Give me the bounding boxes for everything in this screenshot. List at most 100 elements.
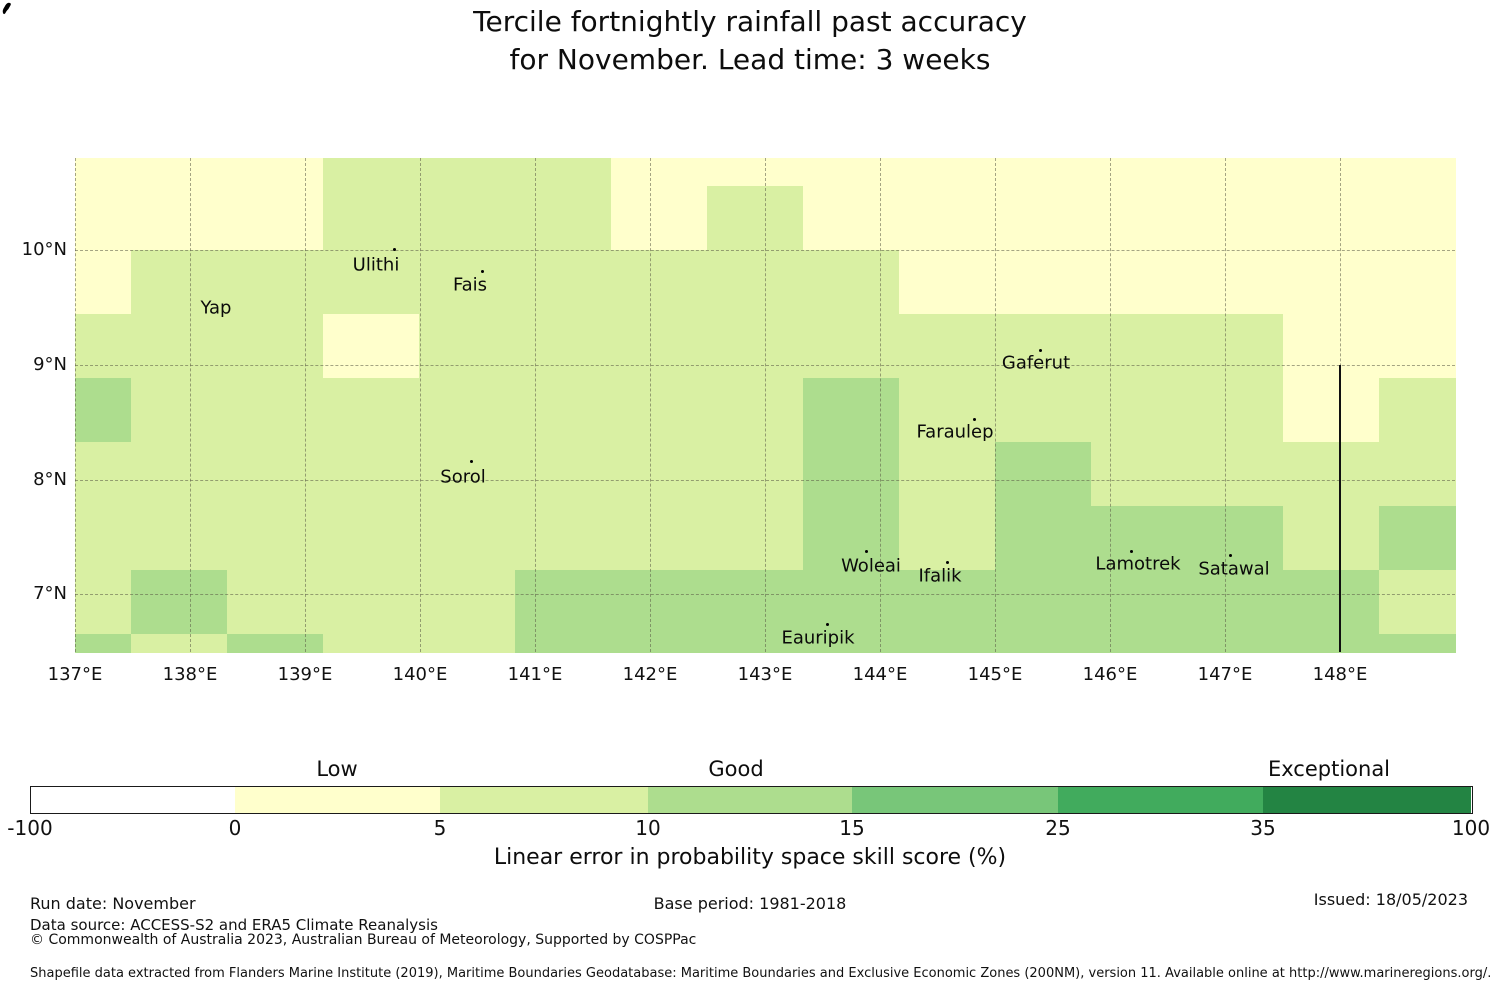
longitude-gridline (650, 158, 651, 652)
heatmap-cell (1187, 442, 1284, 507)
heatmap-cell (323, 506, 420, 571)
heatmap-cell (707, 506, 804, 571)
heatmap-cell (515, 158, 612, 187)
heatmap-cell (1187, 634, 1284, 653)
heatmap-cell (707, 314, 804, 379)
heatmap-cell (803, 570, 900, 635)
heatmap-cell (323, 314, 420, 379)
longitude-gridline (420, 158, 421, 652)
heatmap-cell (75, 250, 132, 315)
maritime-boundary-line (1339, 365, 1341, 652)
heatmap-cell (803, 250, 900, 315)
heatmap-cell (1187, 186, 1284, 251)
heatmap-cell (1379, 570, 1456, 635)
colorbar-segment (1058, 786, 1263, 813)
island-dot-marker (470, 460, 473, 463)
island-label: Satawal (1198, 558, 1270, 580)
heatmap-cell (803, 186, 900, 251)
island-dot-marker (1229, 554, 1232, 557)
heatmap-cell (803, 506, 900, 571)
heatmap-cell (323, 378, 420, 443)
heatmap-cell (515, 634, 612, 653)
heatmap-cell (419, 570, 516, 635)
heatmap-cell (1283, 158, 1380, 187)
y-axis-tick-label: 9°N (33, 354, 67, 375)
heatmap-cell (131, 378, 228, 443)
heatmap-cell (515, 442, 612, 507)
heatmap-cell (323, 634, 420, 653)
x-axis-tick-label: 139°E (277, 664, 333, 685)
colorbar-tick-label: -100 (7, 816, 53, 840)
x-axis-tick-label: 148°E (1312, 664, 1368, 685)
heatmap-cell (611, 634, 708, 653)
colorbar-tick-label: 25 (1045, 816, 1071, 840)
heatmap-cell (899, 158, 996, 187)
heatmap-cell (899, 250, 996, 315)
heatmap-cell (323, 442, 420, 507)
heatmap-cell (899, 506, 996, 571)
heatmap-cell (1283, 634, 1380, 653)
heatmap-cell (323, 186, 420, 251)
x-axis-tick-label: 146°E (1082, 664, 1138, 685)
heatmap-cell (419, 314, 516, 379)
heatmap-cell (75, 634, 132, 653)
heatmap-cell (611, 570, 708, 635)
x-axis-tick-label: 137°E (47, 664, 103, 685)
heatmap-cell (131, 506, 228, 571)
heatmap-cell (131, 570, 228, 635)
heatmap-cell (803, 158, 900, 187)
heatmap-cell (803, 634, 900, 653)
longitude-gridline (765, 158, 766, 652)
island-label: Eauripik (781, 627, 855, 649)
heatmap-cell (707, 378, 804, 443)
footer-shapefile-note: Shapefile data extracted from Flanders M… (30, 966, 1492, 981)
island-labels-layer: Yap Ulithi Fais Sorol Gaferut Faraulep Woleai I… (0, 0, 1500, 649)
heatmap-cell (75, 506, 132, 571)
island-dot-marker (865, 550, 868, 553)
island-label: Woleai (841, 555, 901, 577)
longitude-gridline (1225, 158, 1226, 652)
heatmap-cell (227, 442, 324, 507)
latitude-gridline (75, 250, 1455, 251)
x-axis-tick-label: 143°E (737, 664, 793, 685)
island-label: Gaferut (1001, 352, 1071, 374)
heatmap-cell (131, 314, 228, 379)
longitude-gridline (880, 158, 881, 652)
heatmap-cell (1283, 314, 1380, 379)
colorbar-caption: Linear error in probability space skill … (493, 845, 1007, 870)
longitude-gridline (305, 158, 306, 652)
x-axis-tick-label: 140°E (392, 664, 448, 685)
island-dot-marker (973, 418, 976, 421)
heatmap-cell (995, 378, 1092, 443)
colorbar-category-label: Good (708, 757, 764, 781)
island-outline-marker (0, 0, 14, 16)
heatmap-cell (1091, 506, 1188, 571)
latitude-gridline (75, 480, 1455, 481)
island-label: Ulithi (352, 254, 400, 276)
heatmap-cell (323, 158, 420, 187)
heatmap-cell (75, 186, 132, 251)
heatmap-cell (227, 158, 324, 187)
island-dot-marker (1130, 550, 1133, 553)
heatmap-cell (611, 314, 708, 379)
heatmap-cell (707, 250, 804, 315)
heatmap-cell (1379, 250, 1456, 315)
y-axis-tick-label: 7°N (33, 583, 67, 604)
heatmap-cell (803, 314, 900, 379)
colorbar-segment (1263, 786, 1471, 813)
island-dot-marker (946, 561, 949, 564)
heatmap-cell (611, 378, 708, 443)
x-axis-tick-label: 141°E (507, 664, 563, 685)
heatmap-cell (1379, 186, 1456, 251)
heatmap-cell (1283, 570, 1380, 635)
heatmap-cell (899, 378, 996, 443)
heatmap-cell (707, 442, 804, 507)
heatmap-cell (611, 158, 708, 187)
colorbar-tick-label: 10 (635, 816, 661, 840)
heatmap-cell (899, 314, 996, 379)
heatmap-cell (419, 506, 516, 571)
heatmap-cell (323, 570, 420, 635)
island-label: Yap (200, 297, 232, 319)
heatmap-cell (1283, 186, 1380, 251)
heatmap-cell (419, 186, 516, 251)
